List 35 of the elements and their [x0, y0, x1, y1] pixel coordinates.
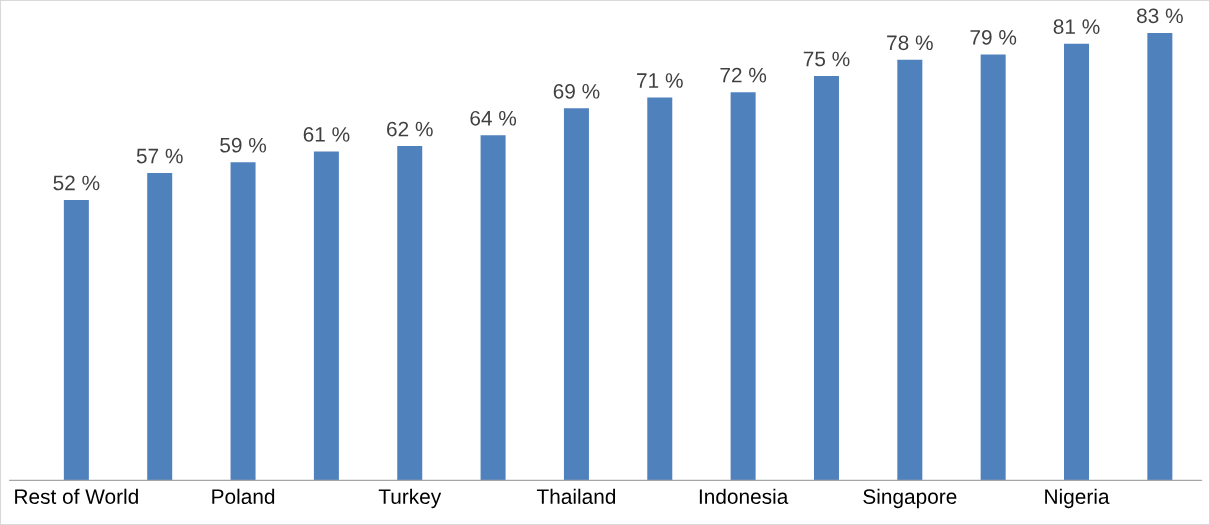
x-tick-label: Thailand	[536, 488, 616, 505]
x-tick-label: Poland	[212, 488, 275, 505]
bar	[897, 59, 923, 481]
data-label: 83 %	[1137, 8, 1183, 24]
data-label: 79 %	[970, 30, 1017, 45]
data-label: 57 %	[136, 148, 183, 164]
bar	[647, 97, 673, 481]
data-label: 71 %	[637, 73, 683, 88]
data-label: 78 %	[887, 35, 933, 51]
data-label: 59 %	[220, 137, 267, 153]
bar	[813, 76, 839, 481]
bar	[397, 146, 423, 481]
bar	[480, 135, 506, 481]
data-label: 62 %	[387, 121, 433, 137]
bar	[313, 151, 339, 481]
bar	[1064, 43, 1090, 481]
x-tick-label: Turkey	[378, 488, 442, 509]
data-label: 81 %	[1053, 19, 1100, 34]
data-label: 72 %	[720, 67, 767, 83]
bar	[63, 200, 89, 481]
x-tick-label: Singapore	[863, 488, 957, 509]
bar	[730, 92, 756, 481]
bar	[147, 173, 173, 481]
bar	[980, 54, 1006, 481]
bar	[563, 108, 589, 481]
data-label: 64 %	[470, 110, 517, 126]
x-tick-label: Indonesia	[699, 488, 789, 505]
data-label: 69 %	[553, 83, 600, 99]
x-tick-label: Rest of World	[15, 488, 138, 505]
bar	[1147, 32, 1173, 481]
data-label: 75 %	[803, 51, 850, 67]
data-label: 61 %	[303, 127, 350, 142]
bar	[230, 162, 256, 481]
data-label: 52 %	[53, 175, 100, 191]
x-tick-label: Nigeria	[1045, 488, 1110, 509]
